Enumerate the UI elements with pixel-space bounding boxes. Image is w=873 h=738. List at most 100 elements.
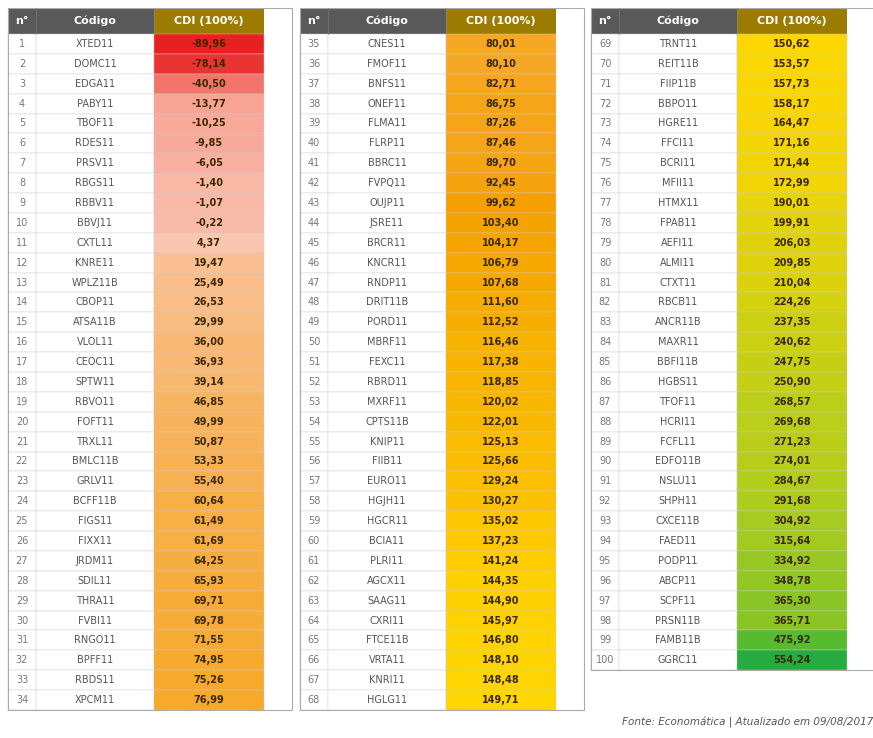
Text: 13: 13 — [16, 277, 28, 288]
Bar — [154, 134, 264, 154]
Text: HCRI11: HCRI11 — [660, 417, 696, 427]
Bar — [737, 332, 847, 352]
Bar — [591, 8, 873, 670]
Bar — [154, 570, 264, 590]
Bar — [328, 650, 446, 670]
Text: 129,24: 129,24 — [482, 476, 519, 486]
Text: 284,67: 284,67 — [773, 476, 811, 486]
Text: 71: 71 — [599, 79, 611, 89]
Text: WPLZ11B: WPLZ11B — [72, 277, 119, 288]
Bar — [8, 392, 36, 412]
Text: 67: 67 — [308, 675, 320, 685]
Bar — [300, 670, 328, 690]
Bar — [154, 232, 264, 252]
Text: FIIP11B: FIIP11B — [660, 79, 696, 89]
Text: Código: Código — [656, 15, 699, 27]
Text: 77: 77 — [599, 198, 611, 208]
Bar — [154, 213, 264, 232]
Bar — [36, 372, 154, 392]
Bar — [737, 292, 847, 312]
Text: 59: 59 — [308, 516, 320, 526]
Bar — [36, 74, 154, 94]
Text: SDIL11: SDIL11 — [78, 576, 113, 586]
Bar — [446, 472, 556, 492]
Text: BCRI11: BCRI11 — [660, 158, 696, 168]
Text: 26,53: 26,53 — [194, 297, 224, 308]
Bar — [36, 511, 154, 531]
Bar — [328, 492, 446, 511]
Bar — [8, 670, 36, 690]
Bar — [737, 372, 847, 392]
Bar — [591, 472, 619, 492]
Text: FOFT11: FOFT11 — [77, 417, 113, 427]
Text: 36: 36 — [308, 59, 320, 69]
Bar — [300, 650, 328, 670]
Bar — [591, 173, 619, 193]
Text: HTMX11: HTMX11 — [657, 198, 698, 208]
Bar — [591, 452, 619, 472]
Bar — [737, 531, 847, 551]
Bar — [328, 511, 446, 531]
Text: 94: 94 — [599, 536, 611, 546]
Text: 19: 19 — [16, 397, 28, 407]
Bar — [737, 34, 847, 54]
Text: 39,14: 39,14 — [194, 377, 224, 387]
Text: Fonte: Economática | Atualizado em 09/08/2017: Fonte: Economática | Atualizado em 09/08… — [622, 717, 873, 728]
Text: 106,79: 106,79 — [482, 258, 519, 268]
Bar — [328, 154, 446, 173]
Text: RBRD11: RBRD11 — [367, 377, 407, 387]
Text: 50,87: 50,87 — [194, 437, 224, 446]
Bar — [446, 34, 556, 54]
Text: RBDS11: RBDS11 — [75, 675, 115, 685]
Text: 53: 53 — [308, 397, 320, 407]
Text: 65,93: 65,93 — [194, 576, 224, 586]
Text: 100: 100 — [595, 655, 615, 665]
Bar — [619, 8, 737, 34]
Text: 85: 85 — [599, 357, 611, 367]
Text: ABCP11: ABCP11 — [659, 576, 698, 586]
Text: FVBI11: FVBI11 — [78, 615, 112, 626]
Bar — [154, 34, 264, 54]
Text: -40,50: -40,50 — [192, 79, 226, 89]
Bar — [446, 134, 556, 154]
Bar — [619, 74, 737, 94]
Text: 29,99: 29,99 — [194, 317, 224, 327]
Bar — [328, 432, 446, 452]
Text: 107,68: 107,68 — [482, 277, 519, 288]
Bar — [591, 392, 619, 412]
Bar — [619, 531, 737, 551]
Text: PORD11: PORD11 — [367, 317, 407, 327]
Text: 68: 68 — [308, 695, 320, 705]
Bar — [8, 352, 36, 372]
Text: 137,23: 137,23 — [482, 536, 519, 546]
Text: -1,40: -1,40 — [195, 178, 223, 188]
Bar — [619, 352, 737, 372]
Bar — [300, 570, 328, 590]
Bar — [36, 213, 154, 232]
Text: 5: 5 — [19, 119, 25, 128]
Text: SAAG11: SAAG11 — [368, 596, 407, 606]
Bar — [154, 94, 264, 114]
Text: 89: 89 — [599, 437, 611, 446]
Bar — [591, 34, 619, 54]
Bar — [300, 492, 328, 511]
Bar — [8, 412, 36, 432]
Bar — [619, 94, 737, 114]
Text: 22: 22 — [16, 457, 28, 466]
Bar — [328, 670, 446, 690]
Text: BMLC11B: BMLC11B — [72, 457, 118, 466]
Bar — [737, 590, 847, 610]
Text: FLMA11: FLMA11 — [368, 119, 406, 128]
Bar — [619, 114, 737, 134]
Text: 240,62: 240,62 — [773, 337, 811, 347]
Bar — [300, 252, 328, 272]
Bar — [300, 312, 328, 332]
Bar — [619, 134, 737, 154]
Text: -9,85: -9,85 — [195, 138, 223, 148]
Bar — [619, 34, 737, 54]
Bar — [300, 531, 328, 551]
Bar — [8, 492, 36, 511]
Bar — [8, 8, 292, 710]
Text: FIGS11: FIGS11 — [78, 516, 113, 526]
Text: RNGO11: RNGO11 — [74, 635, 116, 646]
